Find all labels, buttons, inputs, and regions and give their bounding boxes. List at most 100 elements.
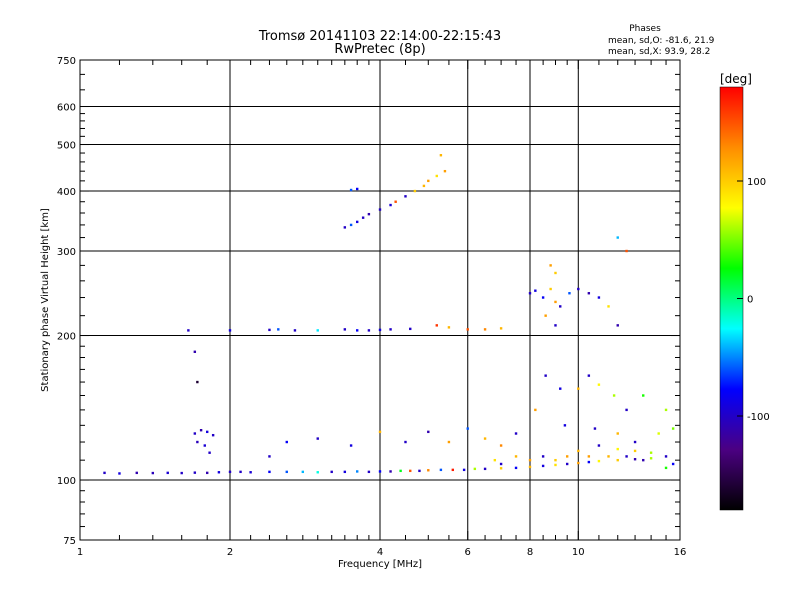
data-point bbox=[514, 455, 518, 458]
data-point bbox=[443, 169, 447, 173]
data-point bbox=[367, 212, 371, 216]
data-point bbox=[355, 329, 359, 332]
y-tick-labels: 75 100 200 300 400 500 600 750 bbox=[57, 56, 76, 547]
data-point bbox=[193, 432, 197, 435]
data-point bbox=[193, 350, 197, 353]
data-point bbox=[409, 327, 412, 331]
data-point bbox=[577, 387, 580, 390]
data-point bbox=[499, 444, 503, 447]
data-point bbox=[349, 444, 353, 447]
y-tick-label: 200 bbox=[57, 332, 76, 343]
y-tick-label: 500 bbox=[57, 141, 76, 152]
data-point bbox=[633, 458, 637, 461]
data-point bbox=[196, 380, 199, 384]
data-point bbox=[435, 324, 438, 327]
data-point bbox=[193, 471, 197, 474]
data-point bbox=[399, 469, 402, 473]
data-point bbox=[625, 408, 628, 412]
data-point bbox=[389, 328, 392, 331]
data-point bbox=[499, 467, 503, 470]
data-point bbox=[404, 195, 407, 198]
data-point bbox=[616, 447, 619, 451]
data-point bbox=[625, 455, 628, 458]
data-point bbox=[597, 296, 601, 299]
data-point bbox=[671, 427, 675, 430]
colorbar bbox=[720, 87, 743, 510]
y-tick-label: 400 bbox=[57, 187, 76, 198]
data-point bbox=[389, 470, 392, 473]
data-point bbox=[277, 328, 280, 331]
data-point bbox=[404, 440, 407, 444]
x-axis-label: Frequency [MHz] bbox=[338, 559, 422, 570]
data-point bbox=[466, 427, 469, 430]
data-point bbox=[664, 455, 668, 458]
data-point bbox=[616, 458, 619, 462]
data-point bbox=[378, 430, 382, 434]
x-tick-label: 6 bbox=[465, 547, 471, 558]
data-point bbox=[180, 471, 183, 475]
data-point bbox=[205, 471, 209, 475]
data-point bbox=[607, 305, 610, 308]
data-point bbox=[565, 455, 569, 458]
data-point bbox=[205, 430, 209, 434]
data-point bbox=[499, 462, 503, 466]
data-point bbox=[528, 465, 532, 469]
data-points bbox=[103, 154, 675, 475]
data-point bbox=[534, 408, 537, 412]
data-point bbox=[349, 223, 353, 227]
data-point bbox=[355, 470, 359, 473]
data-point bbox=[633, 440, 637, 444]
data-point bbox=[565, 462, 569, 466]
x-tick-labels: 1 2 4 6 8 10 16 bbox=[77, 547, 687, 558]
data-point bbox=[217, 471, 221, 474]
data-point bbox=[199, 429, 203, 432]
data-point bbox=[554, 271, 557, 275]
data-point bbox=[378, 208, 382, 211]
data-point bbox=[228, 470, 232, 474]
data-point bbox=[355, 220, 359, 224]
data-point bbox=[151, 471, 155, 475]
data-point bbox=[389, 203, 392, 207]
stats-line-x: mean, sd,X: 93.9, 28.2 bbox=[608, 47, 710, 57]
data-point bbox=[301, 470, 305, 474]
data-point bbox=[514, 466, 518, 470]
data-point bbox=[541, 455, 545, 458]
data-point bbox=[427, 430, 430, 434]
data-point bbox=[103, 471, 106, 475]
data-point bbox=[541, 296, 545, 299]
data-point bbox=[439, 154, 443, 157]
stats-heading: Phases bbox=[629, 24, 661, 34]
data-point bbox=[483, 328, 487, 331]
data-point bbox=[394, 200, 397, 203]
data-point bbox=[208, 451, 211, 454]
data-point bbox=[196, 440, 199, 444]
data-point bbox=[554, 463, 557, 467]
data-point bbox=[166, 471, 169, 475]
data-point bbox=[549, 264, 552, 267]
data-point bbox=[544, 314, 547, 317]
data-point bbox=[649, 451, 653, 454]
data-point bbox=[671, 462, 675, 466]
data-point bbox=[528, 292, 532, 295]
data-point bbox=[554, 300, 557, 304]
data-point bbox=[409, 469, 412, 473]
data-point bbox=[616, 432, 619, 435]
data-point bbox=[466, 328, 469, 331]
data-point bbox=[544, 374, 547, 377]
data-point bbox=[642, 458, 645, 462]
data-point bbox=[549, 287, 552, 291]
data-point bbox=[559, 305, 562, 308]
data-point bbox=[427, 179, 430, 183]
data-point bbox=[268, 328, 271, 332]
y-axis-label: Stationary phase Virtual Height [km] bbox=[40, 208, 51, 392]
data-point bbox=[649, 457, 653, 460]
y-tick-label: 75 bbox=[63, 536, 76, 547]
data-point bbox=[316, 329, 319, 332]
y-tick-label: 100 bbox=[57, 476, 76, 487]
data-point bbox=[593, 427, 597, 430]
data-point bbox=[534, 289, 537, 292]
data-point bbox=[249, 471, 252, 474]
data-point bbox=[316, 437, 319, 440]
data-point bbox=[616, 236, 619, 239]
x-tick-label: 16 bbox=[674, 547, 687, 558]
